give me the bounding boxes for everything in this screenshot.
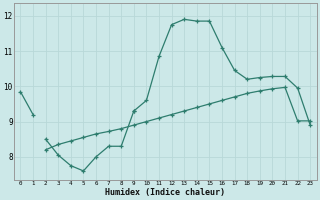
X-axis label: Humidex (Indice chaleur): Humidex (Indice chaleur) xyxy=(105,188,225,197)
